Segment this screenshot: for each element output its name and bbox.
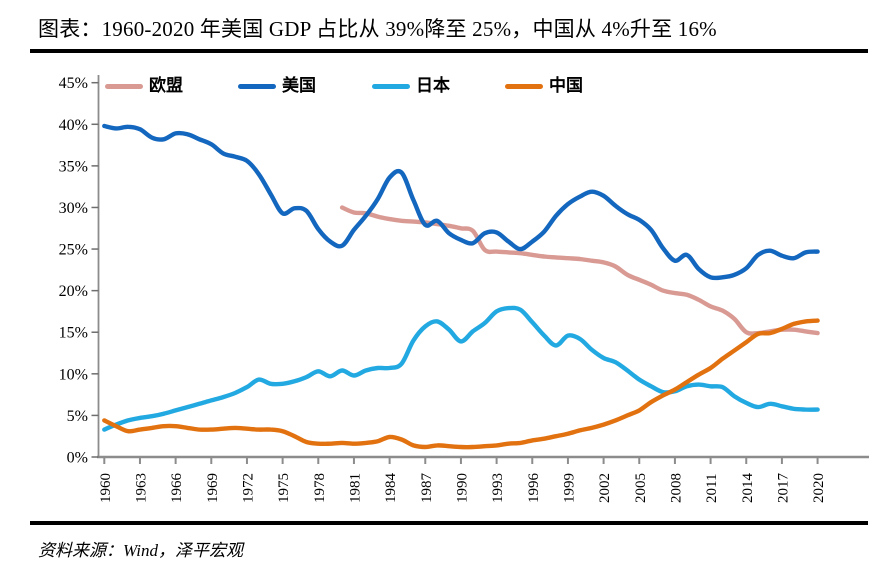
x-tick-label: 2017 [775, 473, 791, 504]
x-tick-label: 1963 [133, 473, 149, 503]
y-tick-label: 40% [59, 117, 88, 134]
legend-label-us: 美国 [282, 76, 316, 95]
y-tick-label: 35% [59, 158, 88, 175]
y-tick-label: 25% [59, 242, 88, 259]
x-tick-label: 2002 [597, 473, 613, 503]
y-tick-label: 5% [67, 408, 88, 425]
x-tick-label: 1996 [526, 473, 542, 504]
chart-legend: 欧盟 美国 日本 中国 [0, 76, 896, 98]
axes [97, 75, 869, 459]
eu-line-swatch [105, 83, 143, 89]
x-tick-label: 2014 [740, 473, 756, 504]
x-tick-label: 1975 [276, 473, 292, 503]
x-tick-label: 1969 [205, 473, 221, 503]
x-tick-label: 2011 [704, 474, 720, 503]
x-tick-label: 1960 [98, 473, 114, 503]
x-tick-label: 1981 [347, 473, 363, 503]
us-line-swatch [238, 83, 276, 89]
legend-item-us: 美国 [238, 76, 316, 96]
series-line-china [102, 318, 820, 450]
x-tick-label: 1972 [240, 473, 256, 503]
x-tick-label: 1978 [312, 473, 328, 503]
y-tick-label: 30% [59, 200, 88, 217]
series-line-us [102, 123, 820, 281]
legend-item-japan: 日本 [372, 76, 450, 96]
x-tick-label: 2008 [668, 473, 684, 503]
footer-divider-rule [30, 521, 868, 525]
legend-item-china: 中国 [505, 76, 583, 96]
y-tick-label: 20% [59, 283, 88, 300]
legend-item-eu: 欧盟 [105, 76, 183, 96]
title-divider-rule [30, 49, 868, 53]
x-tick-label: 1999 [561, 473, 577, 503]
source-note: 资料来源：Wind，泽平宏观 [38, 541, 243, 560]
china-line-swatch [505, 83, 543, 89]
y-tick-labels: 0% 5% 10% 15% 20% 25% 30% 35% 40% 45% [59, 75, 99, 467]
y-tick-label: 10% [59, 366, 88, 383]
y-tick-label: 0% [67, 450, 88, 467]
chart-title: 图表：1960-2020 年美国 GDP 占比从 39%降至 25%，中国从 4… [38, 17, 717, 41]
x-tick-label: 1990 [454, 473, 470, 503]
x-tick-label: 1987 [419, 473, 435, 504]
x-tick-labels: 1960 1963 1966 1969 1972 1975 1978 1981 1984 1987… [98, 457, 827, 503]
gdp-share-line-chart: 0% 5% 10% 15% 20% 25% 30% 35% 40% 45% 1960 1963 1966… [59, 75, 869, 503]
japan-line-swatch [372, 83, 410, 89]
x-tick-label: 1993 [490, 473, 506, 503]
legend-label-japan: 日本 [416, 76, 450, 95]
series-line-japan [102, 305, 820, 432]
x-tick-label: 1984 [383, 473, 399, 504]
x-tick-label: 2005 [633, 473, 649, 503]
x-tick-label: 1966 [169, 473, 185, 504]
legend-label-eu: 欧盟 [149, 76, 183, 95]
y-tick-label: 45% [59, 75, 88, 92]
y-tick-label: 15% [59, 325, 88, 342]
x-tick-label: 2020 [811, 473, 827, 503]
legend-label-china: 中国 [549, 76, 583, 95]
